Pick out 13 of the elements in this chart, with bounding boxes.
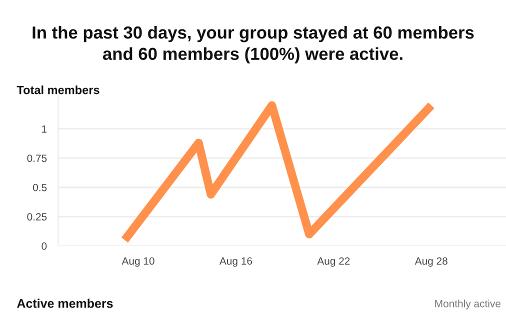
y-tick-label: 0.75 (27, 154, 47, 162)
y-tick-label: 0.25 (27, 213, 47, 221)
y-tick-label: 0 (42, 242, 47, 250)
x-tick-label: Aug 28 (414, 257, 448, 267)
x-tick-label: Aug 16 (219, 257, 252, 267)
text: Active members (17, 298, 113, 308)
text: Monthly active (435, 300, 500, 310)
x-tick-label: Aug 10 (122, 257, 154, 267)
y-tick-label: 1 (42, 125, 47, 133)
chart-title: In the past 30 days, your group stayed at 60 members and 60 members (100%) were active. (32, 26, 474, 64)
y-axis-title: Total members (16, 86, 100, 94)
x-tick-label: Aug 22 (317, 257, 350, 267)
y-tick-label: 0.5 (33, 184, 47, 192)
